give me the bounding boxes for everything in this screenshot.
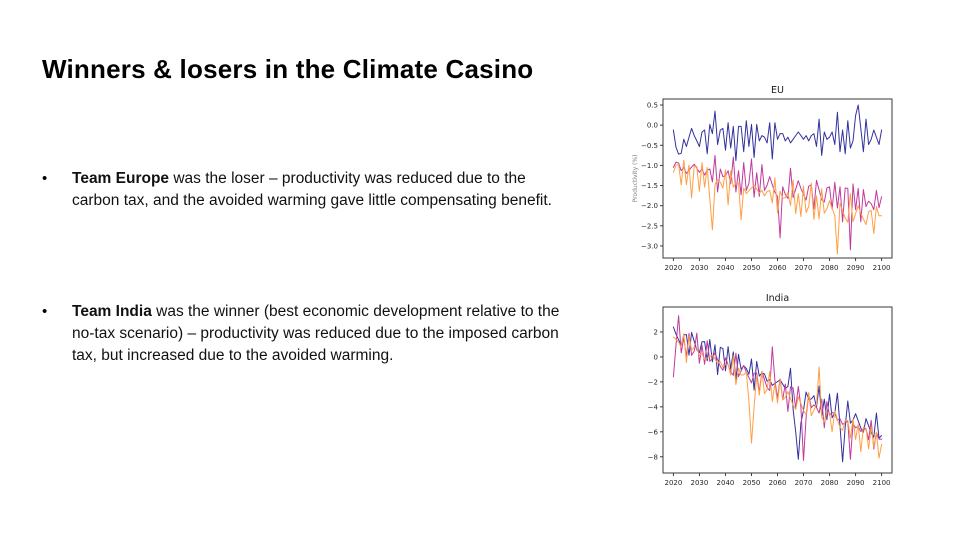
eu-plot-svg: EU Productivity (%) 2020 2030 2040 2050 2060 20… <box>632 85 893 272</box>
y-tick-label: −2 <box>648 378 658 386</box>
x-tick-label: 2030 <box>691 264 709 272</box>
x-tick-label: 2100 <box>873 264 891 272</box>
bullet-item-team-india: • Team India was the winner (best econom… <box>42 301 577 367</box>
bullet-lead-team-europe: Team Europe <box>72 170 170 187</box>
x-tick-label: 2050 <box>743 264 761 272</box>
x-tick-label: 2090 <box>847 479 865 487</box>
y-tick-label: −0.5 <box>641 142 658 150</box>
x-tick-label: 2080 <box>821 264 839 272</box>
eu-line-chart: EU Productivity (%) 2020 2030 2040 2050 2060 20… <box>630 82 900 272</box>
y-tick-label: 0 <box>654 353 658 361</box>
data-line-series-blue <box>672 326 883 463</box>
x-tick-label: 2040 <box>717 479 735 487</box>
bullet-marker: • <box>42 303 48 320</box>
x-tick-label: 2060 <box>769 479 787 487</box>
plot-border <box>662 98 893 259</box>
plot-border <box>662 306 893 474</box>
data-line-series-orange <box>672 333 883 459</box>
y-tick-label: 0.5 <box>647 102 658 110</box>
x-tick-label: 2070 <box>795 479 813 487</box>
chart-title: India <box>766 293 789 304</box>
x-tick-label: 2080 <box>821 479 839 487</box>
india-plot-svg: India 2020 2030 2040 2050 2060 2070 2080 2090 210… <box>648 293 893 487</box>
y-tick-label: −1.0 <box>641 162 658 170</box>
bullet-lead-team-india: Team India <box>72 303 152 320</box>
y-tick-label: −2.5 <box>641 222 658 230</box>
india-line-chart: India 2020 2030 2040 2050 2060 2070 2080 2090 210… <box>630 290 900 495</box>
y-tick-label: 2 <box>654 328 658 336</box>
data-line-series-blue <box>672 104 883 162</box>
slide-title: Winners & losers in the Climate Casino <box>42 54 534 84</box>
y-tick-label: −8 <box>648 453 658 461</box>
bullet-body-team-europe: was the loser – productivity was reduced… <box>72 170 552 209</box>
data-line-series-orange <box>672 159 883 255</box>
x-tick-label: 2030 <box>691 479 709 487</box>
x-tick-label: 2050 <box>743 479 761 487</box>
x-tick-label: 2100 <box>873 479 891 487</box>
y-axis-label: Productivity (%) <box>632 155 639 203</box>
x-tick-label: 2060 <box>769 264 787 272</box>
data-line-series-magenta <box>672 315 883 461</box>
chart-title: EU <box>771 85 784 96</box>
x-tick-label: 2040 <box>717 264 735 272</box>
x-tick-label: 2070 <box>795 264 813 272</box>
y-tick-label: −3.0 <box>641 242 658 250</box>
x-tick-label: 2020 <box>664 479 682 487</box>
bullet-body-team-india: was the winner (best economic developmen… <box>72 303 560 364</box>
x-tick-label: 2020 <box>664 264 682 272</box>
y-tick-label: 0.0 <box>647 122 658 130</box>
bullet-item-team-europe: • Team Europe was the loser – productivi… <box>42 168 577 212</box>
y-tick-label: −1.5 <box>641 182 658 190</box>
x-tick-label: 2090 <box>847 264 865 272</box>
y-tick-label: −4 <box>648 403 659 411</box>
bullet-marker: • <box>42 170 48 187</box>
data-line-series-magenta <box>672 154 883 251</box>
y-tick-label: −6 <box>648 428 659 436</box>
bullet-text: Team India was the winner (best economic… <box>72 301 577 367</box>
bullet-text: Team Europe was the loser – productivity… <box>72 168 577 212</box>
y-tick-label: −2.0 <box>641 202 658 210</box>
